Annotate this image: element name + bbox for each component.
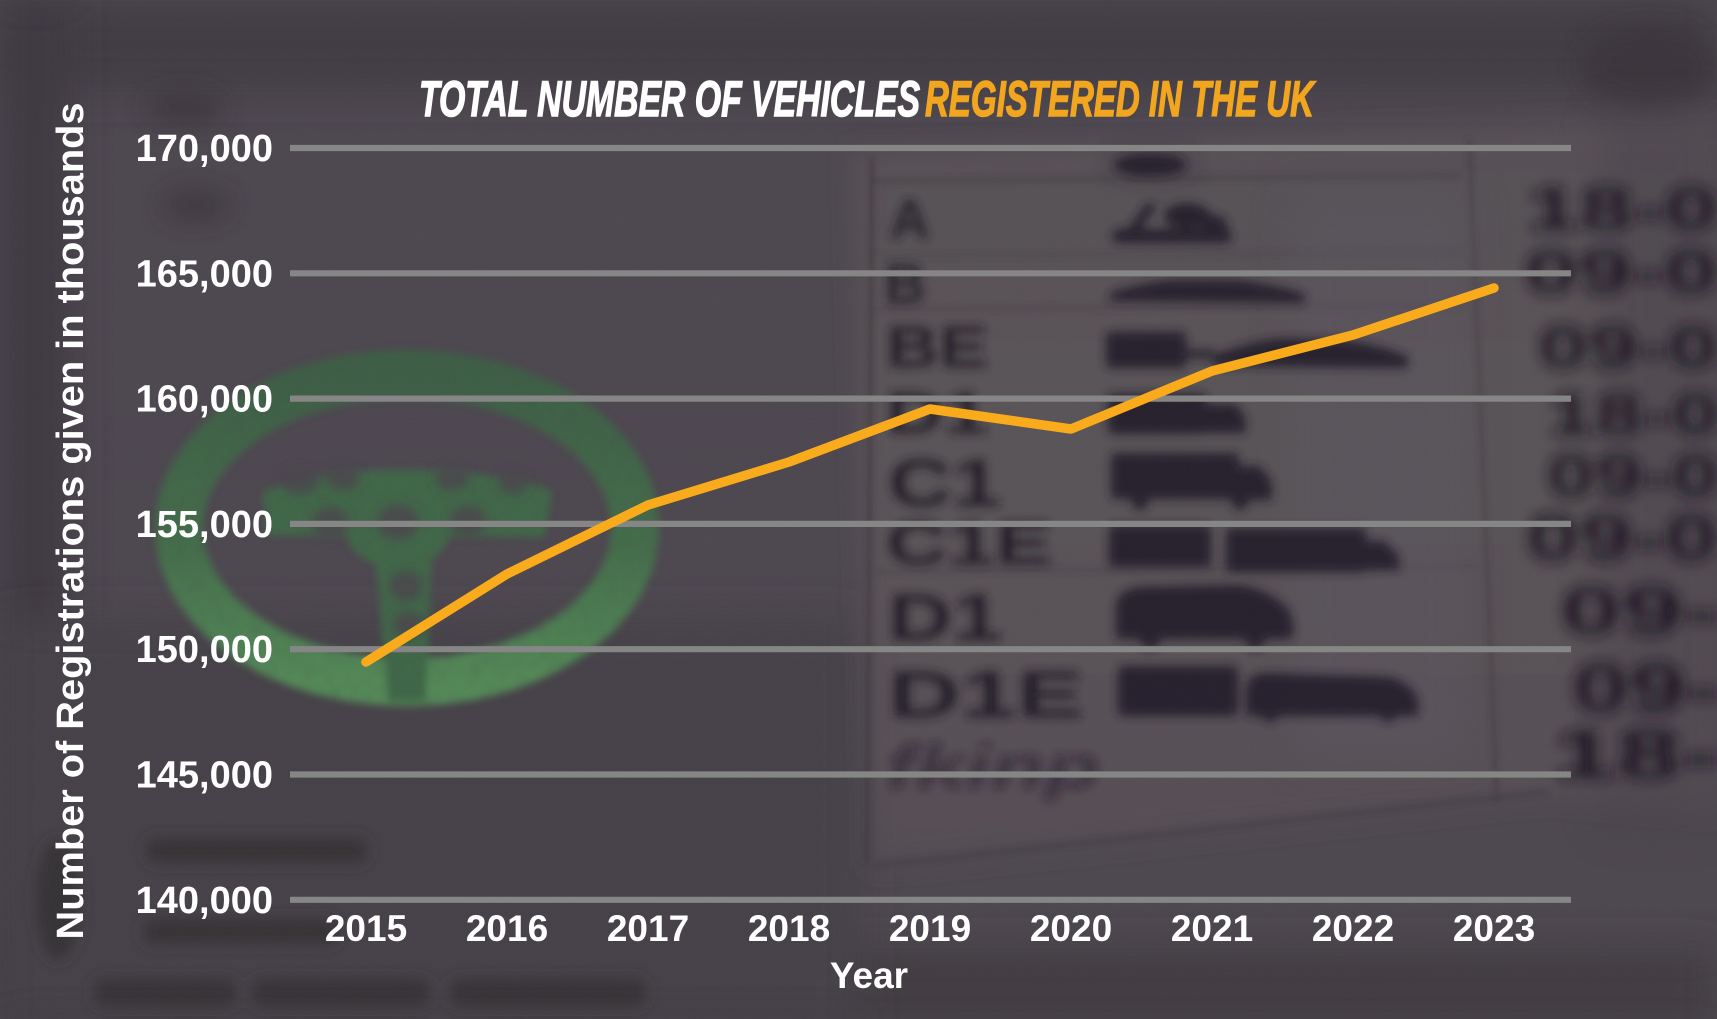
svg-text:2021: 2021 <box>1171 908 1253 949</box>
svg-text:150,000: 150,000 <box>136 629 273 671</box>
svg-text:145,000: 145,000 <box>136 755 273 797</box>
svg-text:170,000: 170,000 <box>136 128 273 170</box>
svg-text:2023: 2023 <box>1453 908 1535 949</box>
svg-text:2022: 2022 <box>1312 908 1394 949</box>
svg-text:165,000: 165,000 <box>136 253 273 295</box>
svg-text:2020: 2020 <box>1030 908 1112 949</box>
svg-text:2019: 2019 <box>889 908 971 949</box>
svg-text:140,000: 140,000 <box>136 880 273 922</box>
svg-text:155,000: 155,000 <box>136 504 273 546</box>
svg-text:2017: 2017 <box>607 908 689 949</box>
svg-text:2018: 2018 <box>748 908 830 949</box>
svg-text:2015: 2015 <box>325 908 407 949</box>
svg-text:TOTAL NUMBER OF VEHICLES: TOTAL NUMBER OF VEHICLES <box>419 71 920 127</box>
svg-text:Number of Registrations given: Number of Registrations given in thousan… <box>50 103 92 940</box>
svg-text:Year: Year <box>830 955 908 996</box>
svg-text:REGISTERED IN THE UK: REGISTERED IN THE UK <box>925 71 1317 127</box>
svg-text:2016: 2016 <box>466 908 548 949</box>
svg-text:160,000: 160,000 <box>136 379 273 421</box>
